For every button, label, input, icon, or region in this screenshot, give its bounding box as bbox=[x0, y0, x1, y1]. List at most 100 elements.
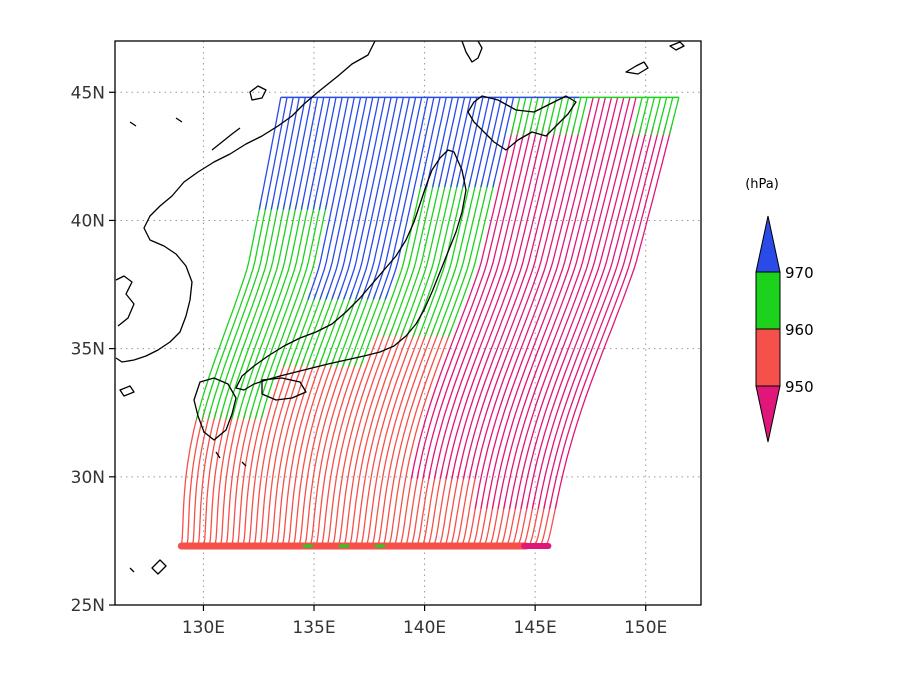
legend-swatch-960-970 bbox=[755, 271, 781, 330]
track-segment bbox=[412, 179, 460, 337]
track-segment bbox=[388, 179, 435, 337]
coastlines bbox=[115, 41, 685, 575]
track-segment bbox=[474, 97, 594, 509]
track-segment bbox=[197, 411, 217, 547]
track-segment bbox=[264, 358, 305, 547]
track-segment bbox=[474, 127, 581, 479]
track-segment bbox=[354, 328, 411, 547]
track-segment bbox=[438, 471, 455, 547]
track-segment bbox=[382, 328, 441, 547]
track-segment bbox=[353, 291, 383, 367]
track-segment bbox=[359, 291, 389, 367]
track-segment bbox=[332, 328, 387, 547]
track-segment bbox=[445, 127, 551, 479]
track-segment bbox=[378, 97, 429, 300]
track-segment bbox=[514, 97, 637, 509]
track-segment bbox=[455, 471, 472, 547]
track-segment bbox=[427, 471, 443, 547]
track-segment bbox=[456, 97, 478, 188]
track-segment bbox=[214, 411, 235, 547]
track-segment bbox=[468, 97, 490, 188]
coast-sakhalin bbox=[461, 41, 483, 63]
track-segment bbox=[559, 97, 570, 135]
track-segment bbox=[438, 97, 460, 188]
track-segment bbox=[632, 97, 643, 135]
track-segment bbox=[236, 411, 259, 547]
track-segment bbox=[534, 97, 545, 135]
track-segment bbox=[480, 97, 600, 509]
track-segment bbox=[400, 179, 448, 337]
track-segment bbox=[441, 179, 490, 337]
track-segment bbox=[300, 291, 330, 367]
legend-label-970: 970 bbox=[785, 264, 814, 282]
track-segment bbox=[326, 328, 381, 547]
plot-frame bbox=[114, 40, 702, 606]
track-segment bbox=[331, 97, 380, 300]
track-segment bbox=[349, 97, 398, 300]
legend-unit: (hPa) bbox=[745, 177, 779, 192]
coast-honshu bbox=[235, 149, 467, 391]
track-segment bbox=[388, 328, 447, 547]
track-segment bbox=[491, 97, 613, 509]
track-segment bbox=[276, 97, 300, 210]
track-segment bbox=[474, 97, 496, 188]
track-segment bbox=[444, 97, 466, 188]
track-segment bbox=[510, 97, 521, 135]
track-segment bbox=[319, 97, 368, 300]
track-segment bbox=[656, 97, 668, 135]
track-segment bbox=[486, 97, 607, 509]
track-segment bbox=[537, 127, 654, 509]
track-segment bbox=[486, 97, 509, 188]
track-segment bbox=[201, 201, 268, 420]
track-segment bbox=[418, 179, 466, 337]
track-segment bbox=[325, 97, 374, 300]
legend-label-960: 960 bbox=[785, 321, 814, 339]
track-segment bbox=[399, 471, 414, 547]
track-segment bbox=[219, 201, 286, 420]
legend-swatch-950-960 bbox=[755, 328, 781, 387]
track-segment bbox=[360, 328, 417, 547]
track-segment bbox=[270, 358, 311, 547]
track-segment bbox=[644, 97, 656, 135]
track-segment bbox=[354, 97, 404, 300]
track-segment bbox=[520, 127, 636, 509]
coast-islets-west bbox=[129, 117, 183, 127]
track-segment bbox=[343, 328, 399, 547]
coast-korea-mainland bbox=[115, 41, 376, 363]
track-segment bbox=[360, 97, 411, 300]
map-gridlines bbox=[115, 41, 701, 605]
track-segment bbox=[248, 201, 316, 420]
tick-label-lat-35: 35N bbox=[71, 340, 105, 360]
track-segment bbox=[450, 471, 466, 547]
pressure-legend: (hPa) 970 960 950 bbox=[745, 177, 814, 443]
track-segment bbox=[180, 411, 200, 547]
track-segment bbox=[315, 358, 358, 547]
track-segment bbox=[282, 291, 312, 367]
track-segment bbox=[258, 97, 282, 210]
legend-swatch-below-950 bbox=[755, 385, 781, 443]
track-segment bbox=[191, 411, 211, 547]
track-segment bbox=[516, 97, 527, 135]
track-segment bbox=[307, 97, 355, 300]
track-segment bbox=[451, 127, 557, 479]
track-segment bbox=[287, 358, 329, 547]
track-segment bbox=[309, 358, 352, 547]
track-segment bbox=[543, 127, 660, 509]
track-segment bbox=[450, 97, 472, 188]
ensemble-tracks bbox=[177, 96, 680, 550]
track-segment bbox=[372, 97, 423, 300]
track-segment bbox=[208, 411, 229, 547]
track-segment bbox=[668, 97, 680, 135]
legend-label-950: 950 bbox=[785, 378, 814, 396]
legend-swatch-above-970 bbox=[755, 215, 781, 273]
track-segment bbox=[394, 179, 442, 337]
tick-label-lat-25: 25N bbox=[71, 596, 105, 616]
track-segment bbox=[430, 179, 478, 337]
track-segment bbox=[531, 127, 648, 509]
track-segment bbox=[526, 127, 642, 509]
coast-bay bbox=[211, 127, 241, 151]
track-segment bbox=[553, 97, 564, 135]
track-segment bbox=[480, 97, 502, 188]
track-segment bbox=[225, 201, 292, 420]
